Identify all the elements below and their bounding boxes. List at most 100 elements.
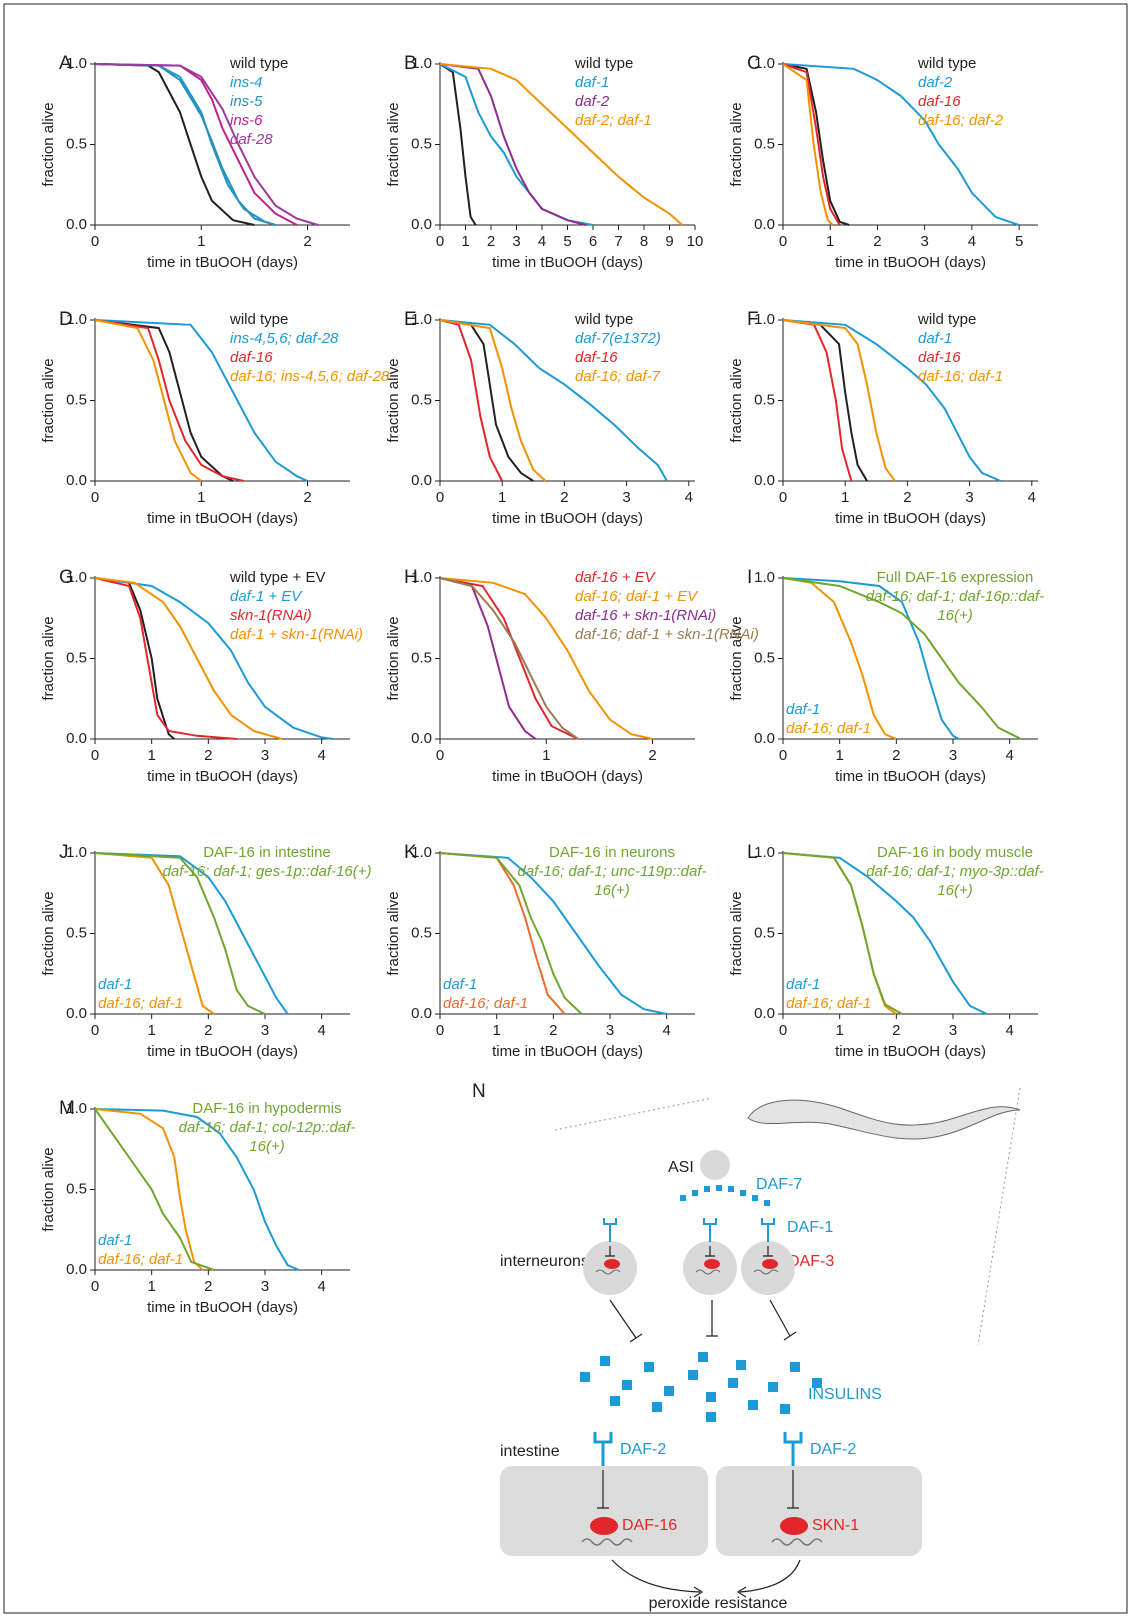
insulin bbox=[706, 1412, 716, 1422]
y-axis-label: fraction alive bbox=[385, 616, 402, 700]
daf2-receptor bbox=[593, 1432, 803, 1466]
x-tick-label: 3 bbox=[512, 233, 520, 250]
chart: L 0.0 0.5 1.0 0 1 2 3 4 time in tBuOOH (days) frac… bbox=[728, 842, 1038, 1060]
y-tick-label: 0.5 bbox=[411, 649, 432, 666]
legend-entry: daf-16; daf-1; unc-119p::daf-16(+) bbox=[517, 863, 707, 899]
x-tick-label: 4 bbox=[662, 1022, 670, 1039]
legend-entry: ins-5 bbox=[230, 93, 263, 110]
survival-curve bbox=[94, 852, 266, 1015]
survival-curve bbox=[782, 577, 960, 740]
x-tick-label: 1 bbox=[841, 489, 849, 506]
x-tick-label: 3 bbox=[949, 1022, 957, 1039]
survival-curve bbox=[439, 852, 667, 1015]
x-axis-label: time in tBuOOH (days) bbox=[147, 1299, 298, 1316]
survival-curve bbox=[439, 577, 579, 740]
x-tick-label: 0 bbox=[91, 747, 99, 764]
legend-entry: daf-2; daf-1 bbox=[575, 112, 652, 129]
x-axis-label: time in tBuOOH (days) bbox=[835, 254, 986, 271]
x-tick-label: 0 bbox=[91, 233, 99, 250]
intestine-cell bbox=[500, 1466, 708, 1556]
x-tick-label: 3 bbox=[622, 489, 630, 506]
y-axis-label: fraction alive bbox=[385, 358, 402, 442]
y-tick-label: 1.0 bbox=[66, 569, 87, 586]
insulin bbox=[736, 1360, 746, 1370]
chart: M 0.0 0.5 1.0 0 1 2 3 4 time in tBuOOH (days) frac… bbox=[40, 1098, 350, 1316]
survival-curve bbox=[439, 63, 683, 226]
skn1 bbox=[780, 1517, 808, 1535]
x-tick-label: 1 bbox=[826, 233, 834, 250]
x-tick-label: 9 bbox=[665, 233, 673, 250]
x-axis-label: time in tBuOOH (days) bbox=[835, 510, 986, 527]
insulin bbox=[698, 1352, 708, 1362]
x-tick-label: 1 bbox=[498, 489, 506, 506]
legend-entry: daf-16; daf-1; col-12p::daf-16(+) bbox=[178, 1119, 356, 1155]
legend-entry: daf-28 bbox=[230, 131, 273, 148]
panel-letter: A bbox=[59, 53, 72, 74]
annotation: DAF-16 in body muscle bbox=[877, 844, 1033, 861]
panel-letter: D bbox=[59, 309, 73, 330]
x-tick-label: 2 bbox=[873, 233, 881, 250]
label: DAF-16 bbox=[622, 1517, 677, 1534]
chart: D 0.0 0.5 1.0 0 1 2 time in tBuOOH (days) fracti… bbox=[40, 309, 350, 527]
label: interneurons bbox=[500, 1253, 589, 1270]
legend-entry: wild type bbox=[230, 311, 289, 328]
x-tick-label: 1 bbox=[197, 489, 205, 506]
survival-curve bbox=[782, 319, 1002, 482]
y-tick-label: 0.5 bbox=[411, 391, 432, 408]
legend-entry: daf-16 bbox=[575, 349, 618, 366]
annotation: DAF-16 in intestine bbox=[203, 844, 331, 861]
y-tick-label: 1.0 bbox=[754, 844, 775, 861]
frame bbox=[3, 3, 1128, 1614]
x-tick-label: 0 bbox=[779, 233, 787, 250]
y-axis-label: fraction alive bbox=[728, 102, 745, 186]
y-axis-label: fraction alive bbox=[40, 358, 57, 442]
x-tick-label: 2 bbox=[303, 489, 311, 506]
legend-entry: daf-16; daf-1; ges-1p::daf-16(+) bbox=[162, 863, 372, 880]
x-tick-label: 5 bbox=[563, 233, 571, 250]
legend: wild type daf-7(e1372) daf-16 daf-16; daf-7 bbox=[575, 310, 790, 386]
legend-entry: daf-16; daf-1 bbox=[786, 720, 872, 737]
panel-letter: N bbox=[472, 1081, 486, 1102]
x-tick-label: 0 bbox=[436, 489, 444, 506]
legend: wild type ins-4,5,6; daf-28 daf-16 daf-16; … bbox=[230, 310, 445, 386]
label: DAF-2 bbox=[620, 1441, 666, 1458]
legend: daf-1 daf-16; daf-1 bbox=[786, 975, 871, 1013]
legend-entry: daf-16; daf-7 bbox=[575, 368, 661, 385]
y-tick-label: 0.0 bbox=[66, 1005, 87, 1022]
x-tick-label: 2 bbox=[204, 1278, 212, 1295]
arrow bbox=[611, 1559, 801, 1598]
legend: daf-1 daf-16; daf-1 bbox=[786, 700, 871, 738]
x-tick-label: 0 bbox=[779, 489, 787, 506]
x-tick-label: 4 bbox=[1028, 489, 1036, 506]
chart: H 0.0 0.5 1.0 0 1 2 time in tBuOOH (days) fracti… bbox=[385, 567, 695, 785]
legend-entry: daf-1 + skn-1(RNAi) bbox=[230, 626, 363, 643]
insulin bbox=[706, 1392, 716, 1402]
legend-entry: daf-1 bbox=[575, 74, 610, 91]
survival-curve bbox=[782, 319, 868, 482]
panel-letter: K bbox=[404, 842, 417, 863]
worm bbox=[747, 1099, 1021, 1140]
y-tick-label: 0.5 bbox=[66, 391, 87, 408]
chart: C 0.0 0.5 1.0 0 1 2 3 4 5 time in tBuOOH (days) fra… bbox=[728, 53, 1038, 271]
insulin bbox=[600, 1356, 610, 1366]
survival-curve bbox=[782, 63, 850, 226]
survival-curve bbox=[439, 852, 583, 1015]
legend-entry: daf-16 + skn-1(RNAi) bbox=[575, 607, 717, 624]
insulin bbox=[664, 1386, 674, 1396]
legend-entry: daf-16 bbox=[918, 349, 961, 366]
y-tick-label: 0.0 bbox=[754, 1005, 775, 1022]
x-tick-label: 4 bbox=[968, 233, 976, 250]
legend-entry: daf-16 bbox=[918, 93, 961, 110]
x-tick-label: 10 bbox=[687, 233, 704, 250]
diagram: N ASI DAF-7 DAF-1 interneurons DAF-3 INS… bbox=[472, 1081, 1021, 1612]
x-tick-label: 2 bbox=[204, 747, 212, 764]
x-tick-label: 4 bbox=[1005, 1022, 1013, 1039]
survival-curve bbox=[94, 1108, 300, 1271]
legend-entry: ins-4 bbox=[230, 74, 263, 91]
x-axis-label: time in tBuOOH (days) bbox=[492, 768, 643, 785]
panel-letter: I bbox=[747, 567, 752, 588]
y-tick-label: 0.5 bbox=[754, 924, 775, 941]
legend-entry: daf-16; daf-1 bbox=[918, 368, 1004, 385]
x-tick-label: 1 bbox=[147, 1278, 155, 1295]
legend: daf-1 daf-16; daf-1 bbox=[98, 975, 183, 1013]
